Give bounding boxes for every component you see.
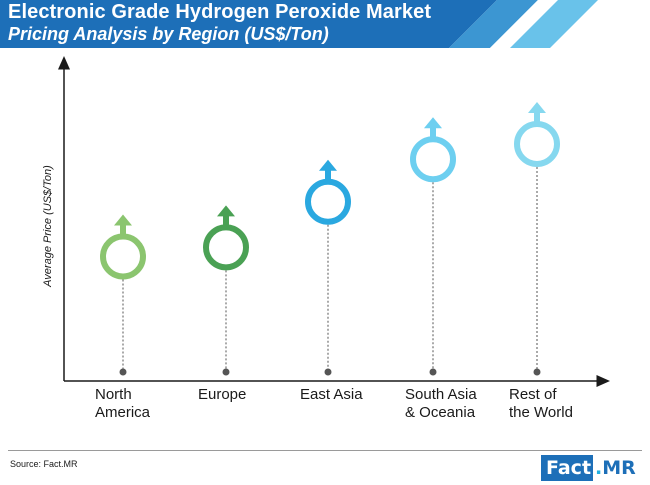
base-dot-east-asia [324,368,332,376]
marker-stem-south-asia-oceania [430,127,436,141]
logo-dot: . [595,457,603,479]
marker-arrow-south-asia-oceania [424,117,442,129]
price-chart [58,56,610,387]
marker-arrow-rest-of-the-world [528,102,546,113]
chart-header: Electronic Grade Hydrogen Peroxide Marke… [0,0,650,48]
chart-subtitle: Pricing Analysis by Region (US$/Ton) [8,24,329,44]
marker-arrow-north-america [114,214,132,226]
base-dot-rest-of-the-world [533,368,541,376]
chart-title: Electronic Grade Hydrogen Peroxide Marke… [8,1,432,23]
logo-fact-text: Fact [541,455,594,481]
price-point-east-asia [305,178,351,225]
base-dot-south-asia-oceania [429,368,437,376]
logo-mr-text: .MR [593,455,636,481]
source-note: Source: Fact.MR [10,459,78,469]
category-label-east-asia: East Asia [300,386,363,403]
marker-arrow-east-asia [319,159,337,171]
footer-divider [8,450,642,451]
base-dot-north-america [119,368,127,376]
category-label-south-asia-oceania: South Asia & Oceania [405,386,477,421]
category-label-north-america: North America [95,386,151,421]
marker-stem-rest-of-the-world [534,112,540,125]
y-axis-label-text: Average Price (US$/Ton) [42,165,54,287]
price-point-south-asia-oceania [410,136,456,183]
category-label-europe: Europe [198,386,247,403]
header-banner [0,0,598,48]
marker-arrow-europe [217,205,235,217]
category-label-rest-of-the-world: Rest of the World [509,386,573,421]
price-point-europe [203,224,249,271]
price-point-north-america [100,233,146,280]
factmr-logo[interactable]: Fact .MR [541,455,636,481]
marker-stem-north-america [120,224,126,238]
marker-stem-east-asia [325,169,331,183]
marker-stem-europe [223,215,229,229]
price-point-rest-of-the-world [514,121,560,167]
base-dot-europe [222,368,230,376]
logo-mr: MR [602,457,636,479]
